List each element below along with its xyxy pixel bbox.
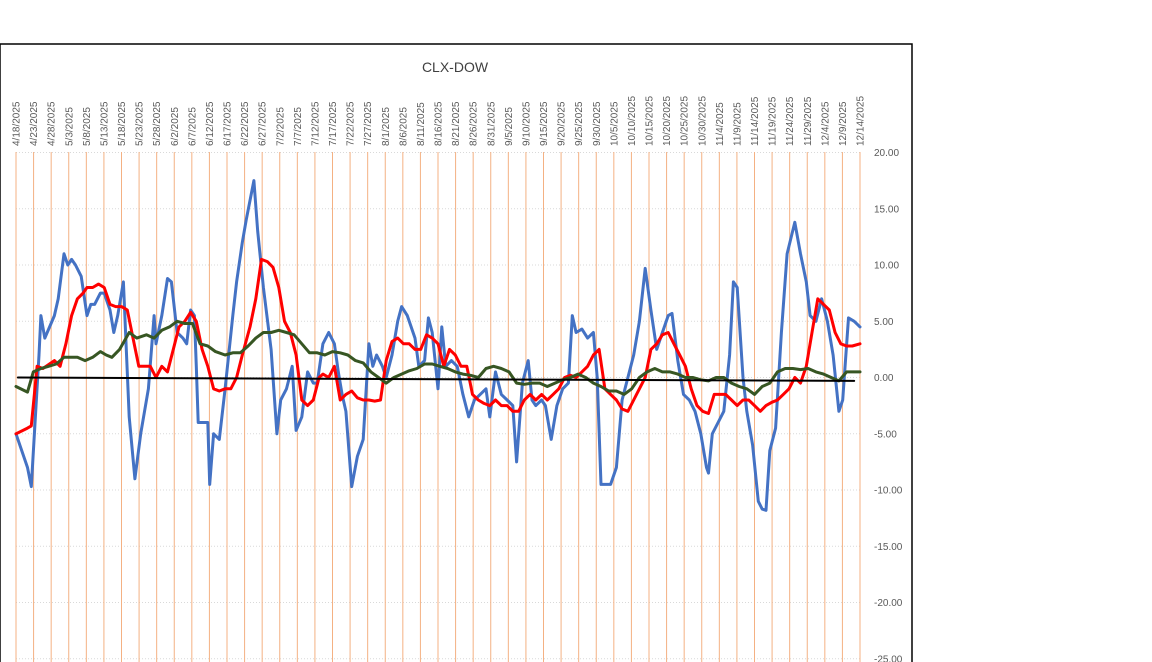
series-lines xyxy=(14,179,862,512)
x-tick-label: 6/22/2025 xyxy=(240,101,251,146)
x-tick-label: 5/3/2025 xyxy=(64,107,75,146)
x-tick-label: 6/7/2025 xyxy=(187,107,198,146)
x-tick-label: 11/14/2025 xyxy=(750,96,761,146)
x-tick-label: 6/2/2025 xyxy=(170,107,181,146)
x-tick-label: 10/20/2025 xyxy=(662,96,673,146)
x-tick-label: 4/18/2025 xyxy=(12,101,23,146)
x-tick-label: 4/28/2025 xyxy=(47,101,58,146)
y-tick-label: 15.00 xyxy=(874,204,899,215)
x-tick-label: 5/18/2025 xyxy=(117,101,128,146)
y-tick-label: -25.00 xyxy=(874,654,903,662)
x-tick-label: 8/21/2025 xyxy=(451,101,462,146)
x-tick-label: 7/12/2025 xyxy=(310,101,321,146)
x-tick-label: 10/15/2025 xyxy=(645,96,656,146)
x-tick-label: 10/30/2025 xyxy=(697,96,708,146)
x-tick-label: 9/10/2025 xyxy=(521,101,532,146)
x-tick-label: 11/24/2025 xyxy=(785,96,796,146)
series-line-red-series xyxy=(14,257,862,436)
y-tick-label: 0.00 xyxy=(874,373,894,384)
x-tick-label: 8/26/2025 xyxy=(469,101,480,146)
y-tick-labels: 20.00 15.00 10.00 5.00 0.00 -5.00 -10.00 -15.00… xyxy=(874,148,903,662)
series-line-zero-line xyxy=(16,376,856,382)
x-tick-label: 11/19/2025 xyxy=(768,96,779,146)
x-tick-label: 8/31/2025 xyxy=(486,101,497,146)
x-tick-label: 11/4/2025 xyxy=(715,102,726,146)
x-tick-label: 12/9/2025 xyxy=(838,101,849,146)
x-tick-label: 5/13/2025 xyxy=(99,101,110,146)
y-tick-label: 20.00 xyxy=(874,148,899,159)
x-tick-label: 7/17/2025 xyxy=(328,101,339,146)
x-tick-label: 12/4/2025 xyxy=(820,101,831,146)
y-tick-label: -10.00 xyxy=(874,486,903,497)
x-tick-label: 6/12/2025 xyxy=(205,101,216,146)
x-tick-label: 9/20/2025 xyxy=(557,101,568,146)
x-tick-label: 6/27/2025 xyxy=(258,101,269,146)
x-tick-label: 5/8/2025 xyxy=(82,107,93,146)
x-tick-label: 9/5/2025 xyxy=(504,107,515,146)
x-tick-label: 8/16/2025 xyxy=(434,101,445,146)
y-tick-label: -15.00 xyxy=(874,542,903,553)
x-tick-label: 7/27/2025 xyxy=(363,101,374,146)
y-tick-label: 5.00 xyxy=(874,317,894,328)
x-tick-label: 9/25/2025 xyxy=(574,101,585,146)
y-tick-label: -20.00 xyxy=(874,598,903,609)
x-tick-labels: 4/18/2025 4/23/2025 4/28/2025 5/3/2025 5/8/2… xyxy=(12,96,867,146)
x-tick-label: 9/15/2025 xyxy=(539,101,550,146)
x-tick-label: 7/7/2025 xyxy=(293,107,304,146)
x-tick-label: 12/14/2025 xyxy=(856,96,867,146)
x-tick-label: 6/17/2025 xyxy=(223,101,234,146)
x-tick-label: 10/5/2025 xyxy=(609,101,620,146)
x-tick-label: 10/10/2025 xyxy=(627,96,638,146)
x-tick-label: 11/9/2025 xyxy=(732,102,743,146)
x-tick-label: 5/23/2025 xyxy=(135,101,146,146)
x-tick-label: 8/1/2025 xyxy=(381,107,392,146)
x-tick-label: 5/28/2025 xyxy=(152,101,163,146)
x-tick-label: 8/11/2025 xyxy=(416,102,427,146)
series-line-green-series xyxy=(14,319,862,396)
x-tick-label: 9/30/2025 xyxy=(592,101,603,146)
x-tick-label: 8/6/2025 xyxy=(398,107,409,146)
series-line-blue-series xyxy=(14,179,862,512)
x-tick-label: 4/23/2025 xyxy=(29,101,40,146)
x-tick-label: 7/2/2025 xyxy=(275,107,286,146)
x-tick-label: 11/29/2025 xyxy=(803,96,814,146)
y-tick-label: -5.00 xyxy=(874,429,897,440)
y-tick-label: 10.00 xyxy=(874,261,899,272)
x-tick-label: 10/25/2025 xyxy=(680,96,691,146)
x-tick-label: 7/22/2025 xyxy=(346,101,357,146)
chart-title: CLX-DOW xyxy=(422,59,489,75)
